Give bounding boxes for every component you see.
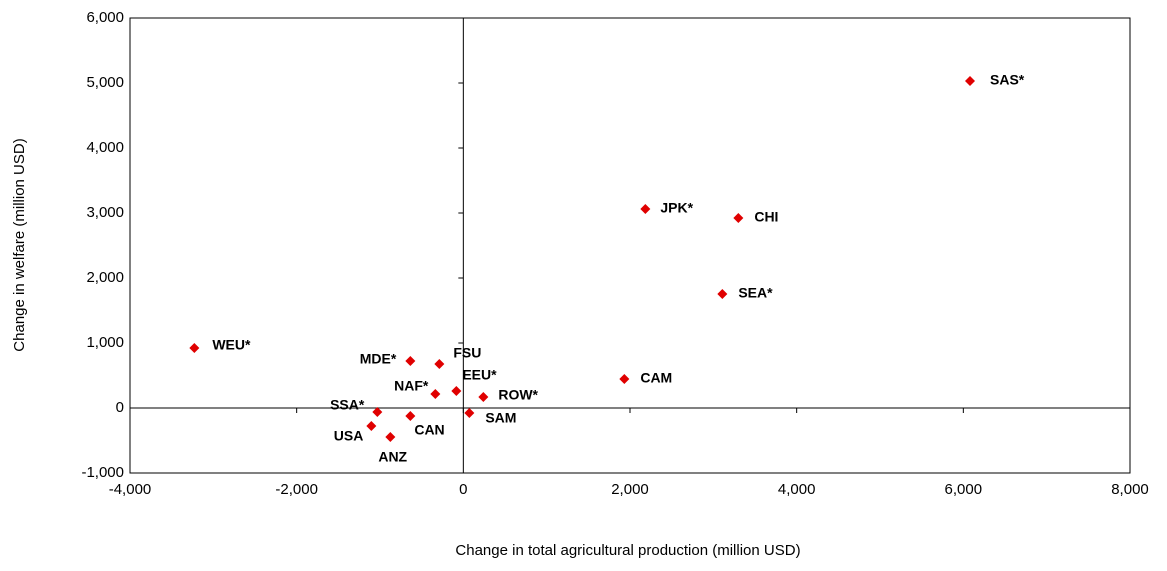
point-label: ANZ (378, 449, 407, 465)
x-tick-label: 2,000 (611, 481, 649, 498)
point (733, 213, 744, 224)
point-label: SAS* (990, 72, 1025, 88)
point (478, 392, 489, 403)
point (464, 408, 475, 419)
point (372, 407, 383, 418)
point-label: SSA* (330, 397, 365, 413)
x-tick-label: 8,000 (1111, 481, 1149, 498)
point-label: CAN (414, 422, 444, 438)
y-tick-label: 2,000 (86, 269, 124, 286)
y-tick-label: 3,000 (86, 204, 124, 221)
plot-frame (129, 17, 1131, 474)
x-tick-label: -2,000 (275, 481, 318, 498)
point-label: SEA* (738, 285, 773, 301)
x-tick-label: 4,000 (778, 481, 816, 498)
point-label: EEU* (462, 367, 497, 383)
point (405, 356, 416, 367)
point (405, 410, 416, 421)
point (965, 75, 975, 86)
y-tick-label: 1,000 (86, 334, 124, 351)
y-tick-label: -1,000 (81, 464, 124, 481)
point (717, 288, 728, 299)
point (189, 343, 200, 354)
point-label: MDE* (360, 351, 397, 367)
point-label: WEU* (212, 337, 251, 353)
x-axis-title: Change in total agricultural production … (455, 542, 800, 559)
point (430, 389, 441, 400)
point-label: CAM (640, 370, 672, 386)
point (640, 203, 651, 214)
point-label: ROW* (498, 387, 538, 403)
y-tick-label: 6,000 (86, 9, 124, 26)
y-tick-label: 4,000 (86, 139, 124, 156)
point (619, 374, 630, 385)
point-label: JPK* (660, 200, 693, 216)
point (451, 385, 462, 396)
point (385, 431, 396, 442)
point-label: USA (334, 428, 364, 444)
y-axis-title: Change in welfare (million USD) (11, 138, 28, 351)
point-label: CHI (754, 209, 778, 225)
x-tick-label: -4,000 (109, 481, 152, 498)
point-label: NAF* (394, 378, 429, 394)
y-tick-label: 0 (116, 399, 124, 416)
x-tick-label: 0 (459, 481, 467, 498)
x-tick-label: 6,000 (945, 481, 983, 498)
point (434, 358, 445, 369)
point-label: FSU (453, 345, 481, 361)
point (366, 421, 377, 432)
point-label: SAM (485, 410, 516, 426)
y-tick-label: 5,000 (86, 74, 124, 91)
